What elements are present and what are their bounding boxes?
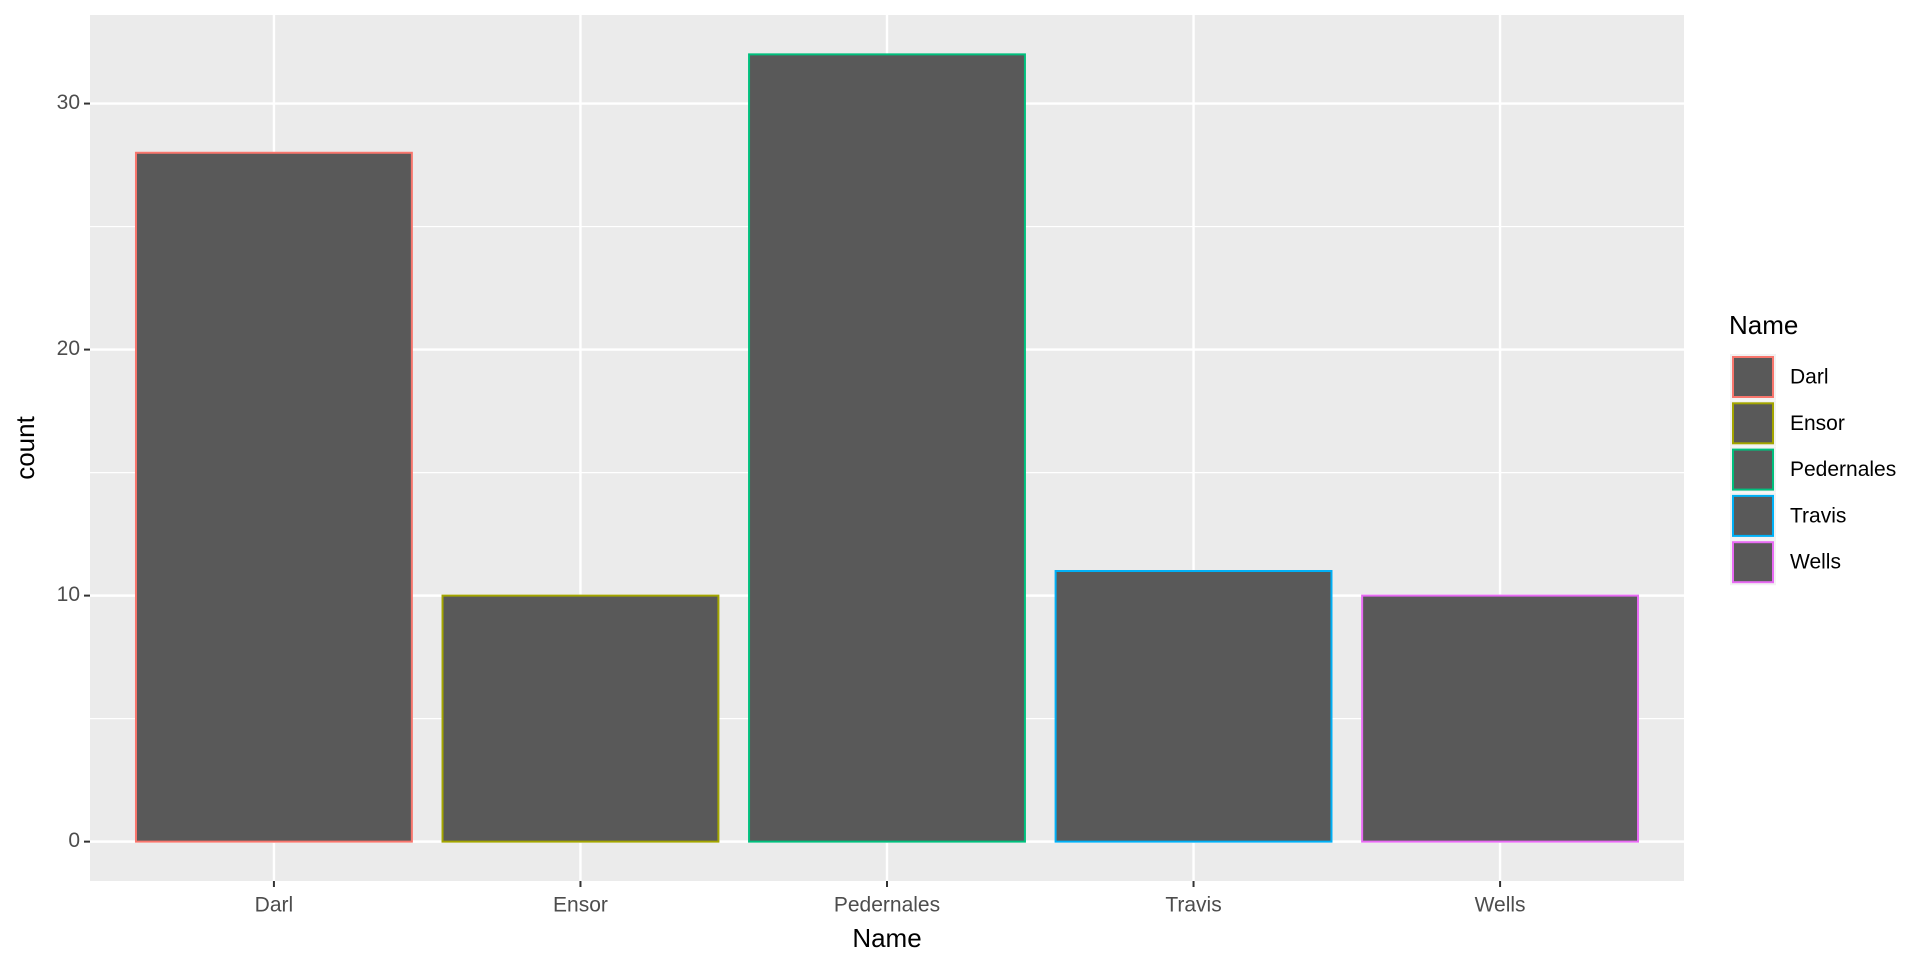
x-axis-title: Name — [852, 923, 921, 953]
x-tick-label: Ensor — [553, 894, 608, 917]
legend-title: Name — [1729, 310, 1798, 340]
bar — [134, 151, 413, 843]
legend-label: Travis — [1790, 504, 1846, 527]
legend: Name Darl Ensor Pedernales Travis Wells — [1729, 310, 1896, 586]
axes: 0 10 20 30 Darl Ensor Pedernales Travis Wells — [57, 91, 1526, 916]
bar — [1361, 594, 1640, 843]
legend-key — [1732, 541, 1774, 584]
x-tick-label: Travis — [1165, 894, 1221, 917]
bar — [1054, 570, 1333, 843]
y-tick-label: 10 — [57, 583, 80, 606]
y-tick-label: 0 — [68, 829, 80, 852]
y-tick-label: 30 — [57, 91, 80, 114]
y-tick-label: 20 — [57, 337, 80, 360]
bars — [134, 53, 1640, 843]
legend-label: Wells — [1790, 551, 1841, 574]
x-tick-label: Darl — [255, 894, 294, 917]
legend-label: Ensor — [1790, 412, 1845, 435]
legend-key — [1732, 356, 1774, 398]
legend-label: Darl — [1790, 366, 1829, 389]
legend-label: Pedernales — [1790, 458, 1896, 481]
x-tick-label: Pedernales — [834, 894, 940, 917]
x-tick-label: Wells — [1475, 894, 1526, 917]
legend-key — [1732, 402, 1774, 445]
y-axis-title: count — [10, 415, 40, 479]
legend-key — [1732, 448, 1774, 491]
legend-key — [1732, 494, 1774, 537]
bar — [748, 53, 1026, 843]
bar — [441, 594, 720, 843]
